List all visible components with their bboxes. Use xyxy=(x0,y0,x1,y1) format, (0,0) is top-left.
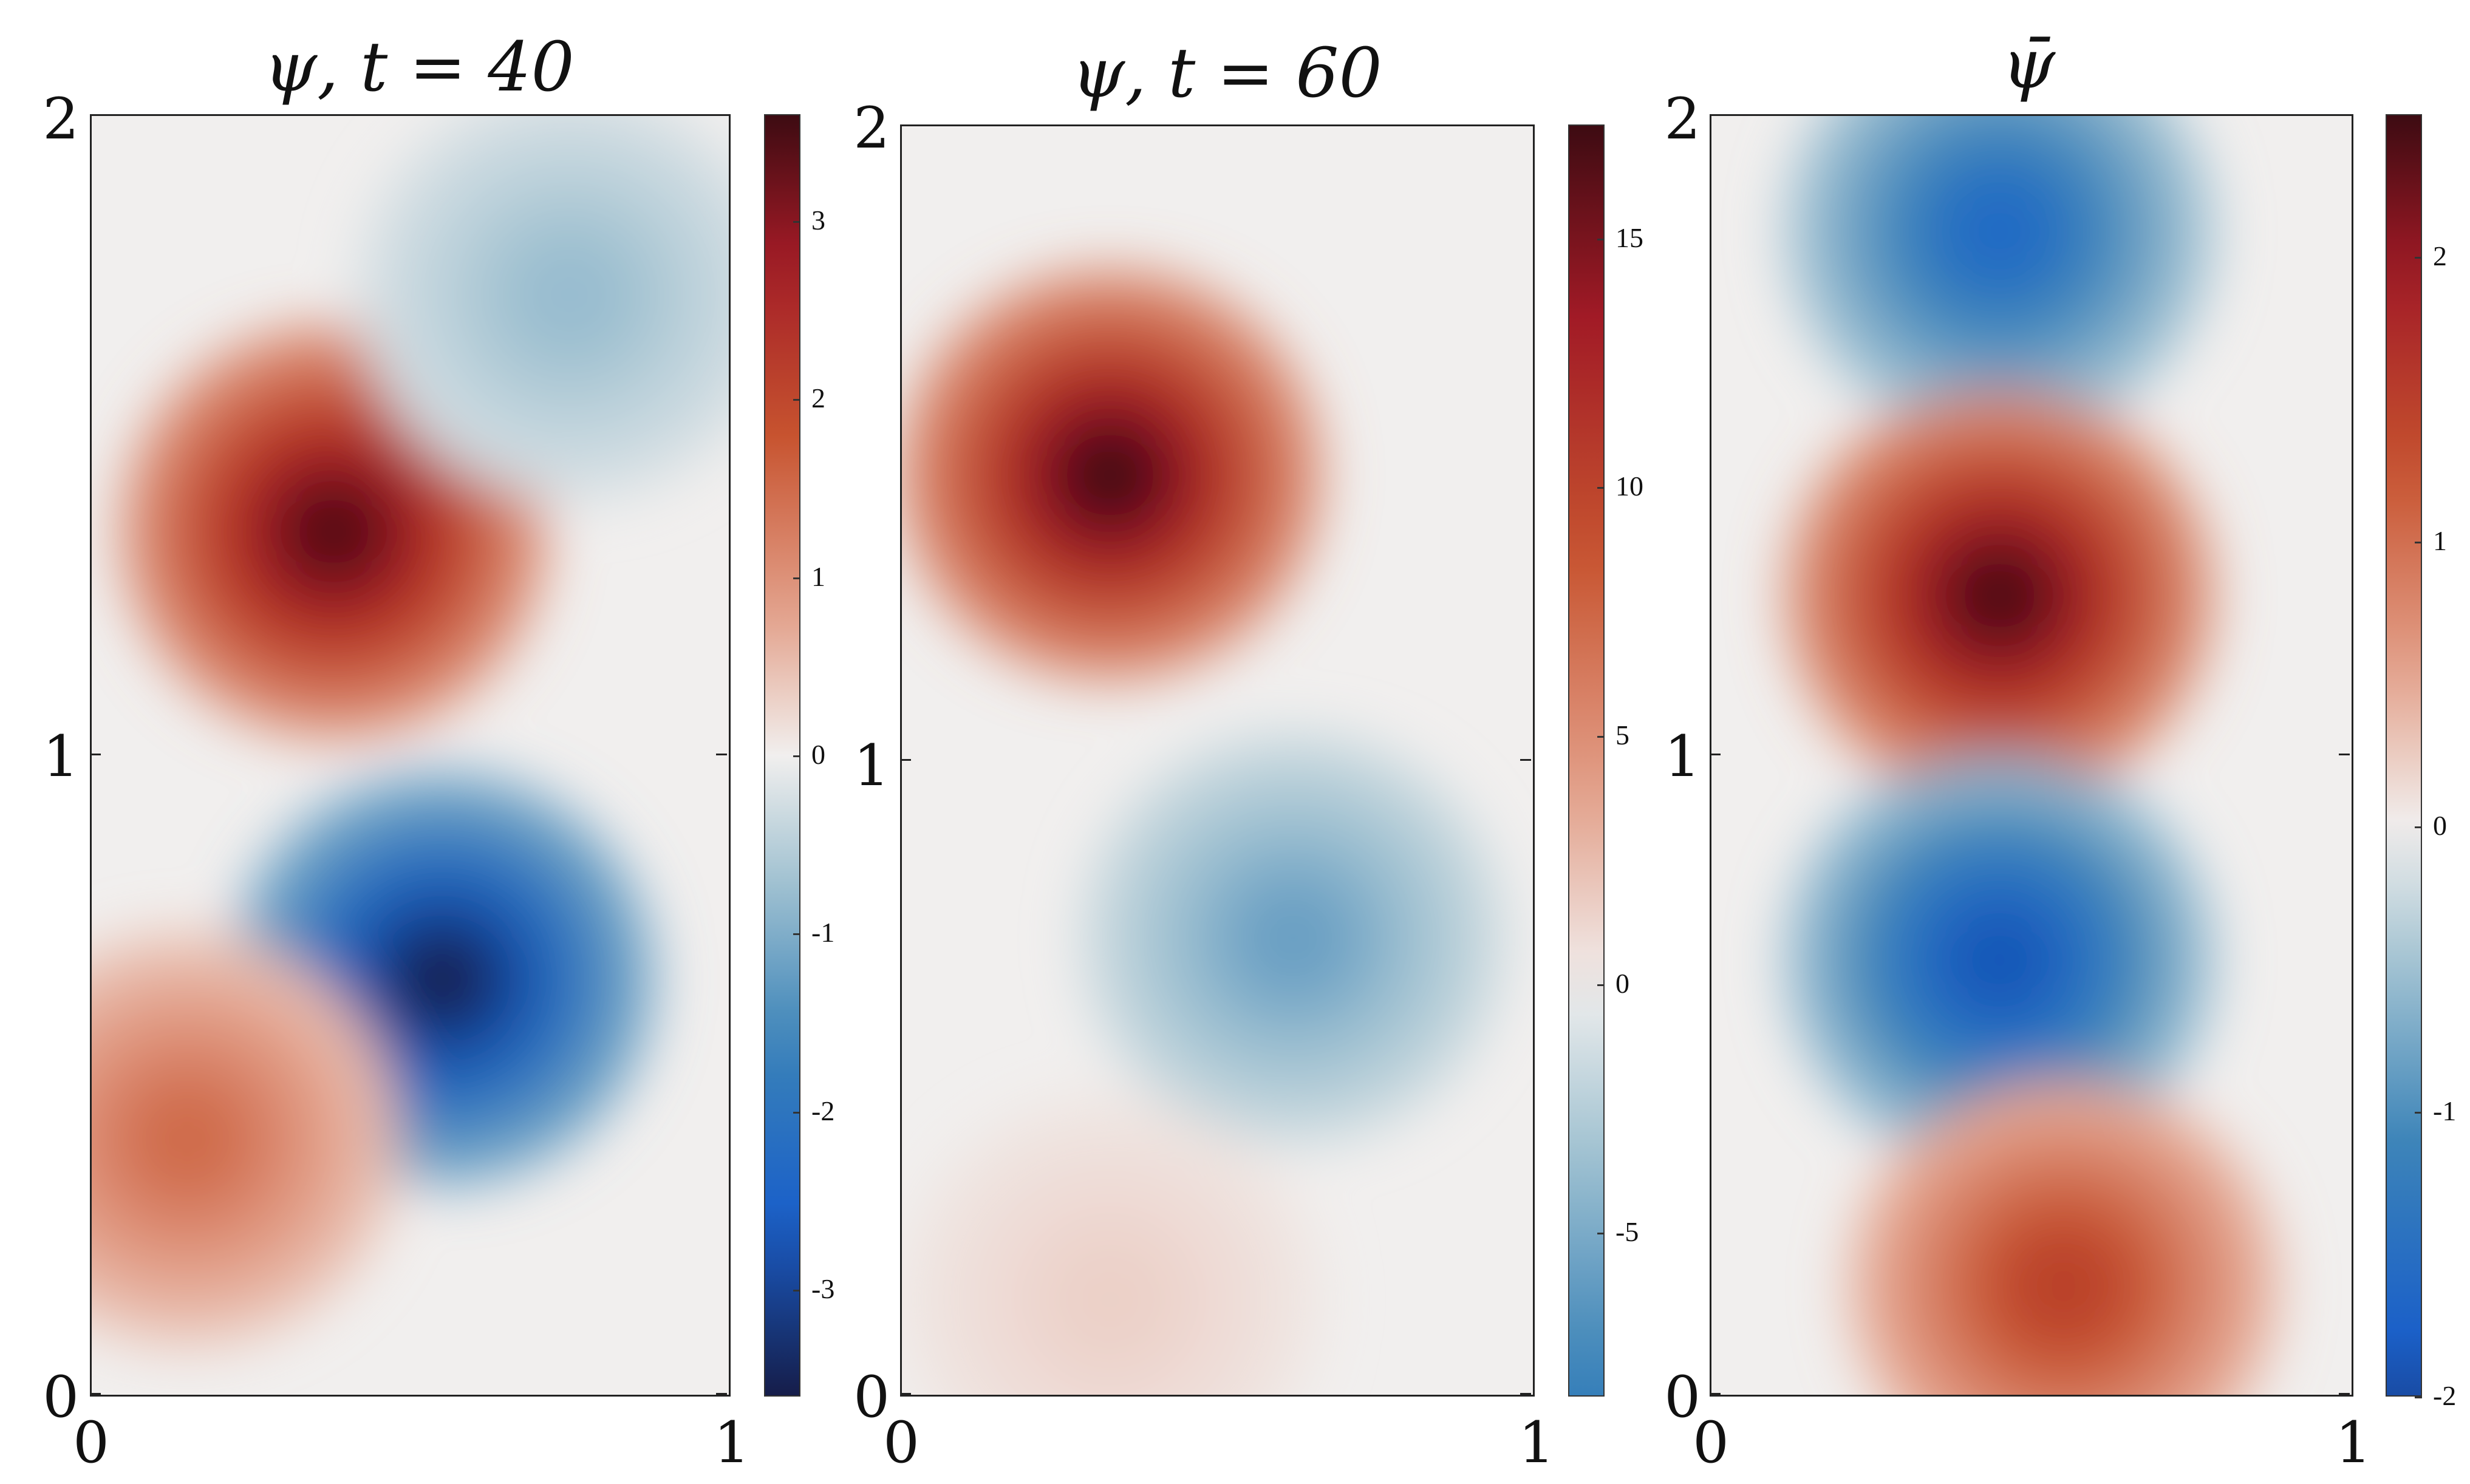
x-tick-label: 1 xyxy=(1518,1410,1555,1476)
y-tick-label: 1 xyxy=(1664,724,1701,790)
colorbar-tick-mark xyxy=(1597,735,1605,738)
panel-title: ψ̄ xyxy=(2002,25,2055,104)
y-axis-tick-mark xyxy=(1710,1393,1721,1395)
x-tick-label: 0 xyxy=(1693,1410,1729,1476)
y-axis-tick-mark xyxy=(900,124,911,126)
colorbar-tick-mark xyxy=(1597,1232,1605,1234)
colorbar-tick-mark xyxy=(793,577,800,579)
colorbar-tick-mark xyxy=(1597,984,1605,986)
colorbar-tick-label: -1 xyxy=(811,917,835,948)
colorbar-tick-mark xyxy=(1597,239,1605,241)
y-tick-label: 1 xyxy=(853,733,890,799)
panel-title: ψ, t = 60 xyxy=(1071,34,1382,113)
colorbar-tick-mark xyxy=(793,1290,800,1292)
colorbar xyxy=(2386,114,2422,1397)
colorbar-tick-label: 0 xyxy=(2433,810,2447,842)
x-tick-label: 1 xyxy=(714,1410,750,1476)
colorbar-tick-label: 5 xyxy=(1615,719,1629,751)
colorbar xyxy=(1568,124,1605,1397)
y-axis-tick-mark xyxy=(90,114,101,116)
positive-extremum-blob xyxy=(128,1081,247,1197)
x-tick-label: 1 xyxy=(2335,1410,2372,1476)
colorbar-tick-mark xyxy=(2415,256,2422,259)
y-axis-tick-mark xyxy=(716,1393,727,1395)
colorbar-tick-mark xyxy=(793,1111,800,1114)
negative-extremum-blob xyxy=(1940,174,2059,288)
plot-area xyxy=(900,124,1535,1397)
y-tick-label: 2 xyxy=(43,86,79,152)
colorbar-tick-label: 15 xyxy=(1615,222,1643,254)
colorbar-tick-label: -1 xyxy=(2433,1095,2457,1126)
colorbar-tick-mark xyxy=(2415,1397,2422,1398)
colorbar-tick-label: 10 xyxy=(1615,471,1643,502)
colorbar-tick-mark xyxy=(2415,826,2422,829)
negative-extremum-blob xyxy=(1940,902,2059,1018)
x-tick-label: 0 xyxy=(73,1410,109,1476)
colorbar-tick-mark xyxy=(2415,1111,2422,1114)
y-axis-tick-mark xyxy=(1520,1393,1531,1395)
x-tick-label: 0 xyxy=(883,1410,919,1476)
y-tick-label: 1 xyxy=(43,724,79,790)
y-tick-label: 2 xyxy=(1664,86,1701,152)
colorbar-tick-mark xyxy=(793,755,800,757)
y-axis-tick-mark xyxy=(716,754,727,755)
y-axis-tick-mark xyxy=(90,754,101,755)
y-tick-label: 2 xyxy=(853,95,890,162)
colorbar-tick-label: 0 xyxy=(811,739,825,770)
colorbar-tick-mark xyxy=(793,933,800,936)
colorbar-tick-label: 1 xyxy=(2433,525,2447,556)
y-axis-tick-mark xyxy=(900,758,911,761)
y-axis-tick-mark xyxy=(716,114,727,116)
y-axis-tick-mark xyxy=(90,1393,101,1395)
panel-title: ψ, t = 40 xyxy=(264,28,575,107)
positive-extremum-blob xyxy=(1051,418,1168,533)
y-axis-tick-mark xyxy=(2339,1393,2350,1395)
colorbar-tick-label: 2 xyxy=(811,383,825,414)
colorbar-tick-mark xyxy=(2415,542,2422,543)
colorbar-tick-label: -5 xyxy=(1615,1216,1639,1247)
colorbar-tick-mark xyxy=(793,221,800,223)
y-axis-tick-mark xyxy=(1710,754,1721,755)
plot-area xyxy=(90,114,731,1397)
colorbar-tick-label: -2 xyxy=(2433,1380,2457,1411)
plot-area xyxy=(1710,114,2353,1397)
field-svg xyxy=(1711,116,2352,1395)
y-axis-tick-mark xyxy=(900,1393,911,1395)
y-tick-label: 0 xyxy=(43,1364,79,1431)
y-axis-tick-mark xyxy=(2339,754,2350,755)
positive-extremum-blob xyxy=(1940,538,2059,653)
y-tick-label: 0 xyxy=(1664,1364,1701,1431)
positive-extremum-blob xyxy=(1051,1242,1168,1356)
field-svg xyxy=(902,126,1533,1395)
colorbar-tick-label: 1 xyxy=(811,560,825,592)
colorbar-tick-mark xyxy=(1597,487,1605,489)
positive-extremum-blob xyxy=(275,474,393,589)
positive-extremum-blob xyxy=(2004,1228,2123,1344)
negative-extremum-blob xyxy=(383,922,501,1036)
y-axis-tick-mark xyxy=(1520,758,1531,761)
colorbar-tick-label: 0 xyxy=(1615,967,1629,999)
y-tick-label: 0 xyxy=(853,1364,890,1431)
y-axis-tick-mark xyxy=(1710,114,1721,116)
y-axis-tick-mark xyxy=(2339,114,2350,116)
colorbar-tick-label: 2 xyxy=(2433,240,2447,271)
colorbar-tick-label: -2 xyxy=(811,1095,835,1126)
y-axis-tick-mark xyxy=(1520,124,1531,126)
negative-extremum-blob xyxy=(1235,881,1352,995)
colorbar-tick-label: 3 xyxy=(811,205,825,236)
colorbar-tick-mark xyxy=(793,399,800,401)
negative-extremum-blob xyxy=(510,237,629,353)
colorbar-tick-label: -3 xyxy=(811,1273,835,1304)
field-svg xyxy=(92,116,729,1395)
